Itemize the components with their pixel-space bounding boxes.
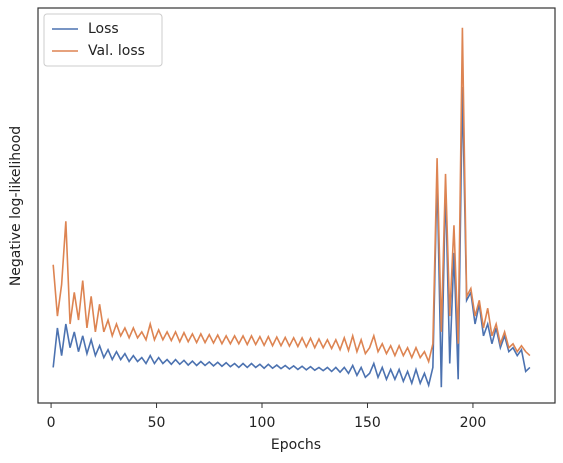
legend-box	[43, 13, 163, 67]
line-series	[52, 27, 531, 365]
legend-label: Val. loss	[88, 43, 145, 59]
x-tick-label: 100	[249, 415, 276, 431]
x-tick-label: 0	[47, 415, 56, 431]
x-axis-label: Epochs	[271, 437, 321, 453]
legend-label: Loss	[88, 21, 119, 37]
x-tick-label: 50	[148, 415, 166, 431]
y-axis-label: Negative log-likelihood	[8, 126, 24, 286]
x-tick-label: 200	[460, 415, 487, 431]
plot-frame	[37, 7, 556, 404]
x-tick-label: 150	[354, 415, 381, 431]
line-series	[52, 86, 531, 389]
